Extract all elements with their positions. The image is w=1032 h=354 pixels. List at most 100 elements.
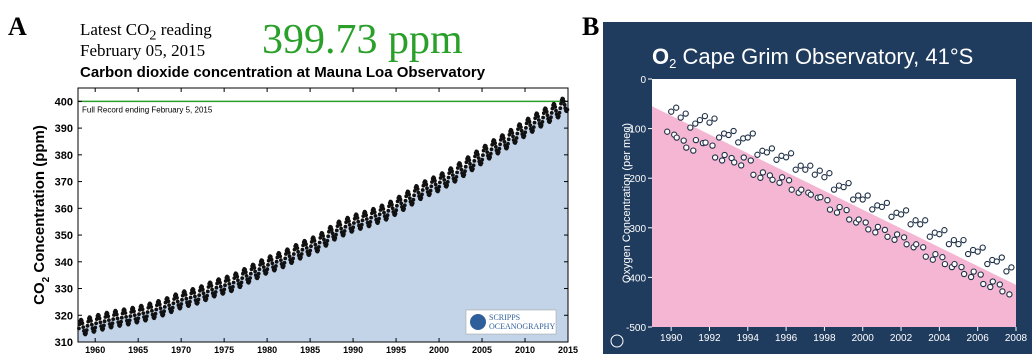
o2-y-tick-label: 0 xyxy=(640,75,646,86)
co2-data-point xyxy=(425,186,429,191)
co2-data-point xyxy=(339,226,343,231)
co2-data-point xyxy=(107,318,111,322)
co2-data-point xyxy=(327,229,331,234)
co2-data-point xyxy=(545,113,550,118)
o2-data-point xyxy=(1006,291,1013,298)
co2-data-point xyxy=(334,228,339,233)
co2-data-point xyxy=(416,190,421,195)
co2-data-point xyxy=(180,297,184,302)
co2-data-point xyxy=(360,218,365,223)
o2-y-tick-label: -400 xyxy=(626,273,646,284)
o2-data-point xyxy=(740,154,747,161)
co2-data-point xyxy=(497,146,502,151)
co2-data-point xyxy=(428,192,432,196)
co2-data-point xyxy=(205,293,210,298)
o2-data-point xyxy=(738,162,745,169)
co2-data-point xyxy=(167,303,172,307)
co2-data-point xyxy=(97,316,102,321)
co2-data-point xyxy=(485,150,490,155)
co2-data-point xyxy=(256,275,260,279)
co2-data-point xyxy=(137,312,141,316)
o2-data-point xyxy=(878,203,886,211)
co2-data-point xyxy=(356,219,361,224)
o2-y-tick-label: -300 xyxy=(626,224,646,235)
co2-x-tick-label: 1990 xyxy=(343,345,363,354)
co2-data-point xyxy=(515,131,520,136)
o2-data-point xyxy=(902,207,910,214)
co2-data-point xyxy=(270,261,275,266)
o2-data-point xyxy=(773,156,780,163)
co2-data-point xyxy=(350,228,355,233)
co2-data-point xyxy=(188,299,192,304)
co2-data-point xyxy=(274,259,279,264)
o2-data-point xyxy=(664,128,671,135)
o2-y-tick-label: -100 xyxy=(626,125,646,136)
co2-data-point xyxy=(510,131,515,135)
co2-data-point xyxy=(355,216,360,220)
co2-data-point xyxy=(506,137,511,142)
co2-data-point xyxy=(135,319,140,324)
co2-data-point xyxy=(243,270,248,275)
o2-data-point xyxy=(977,271,984,278)
co2-data-point xyxy=(301,243,305,248)
co2-data-point xyxy=(541,111,546,115)
co2-data-point xyxy=(385,216,389,221)
latest-reading-label: Latest CO2 reading xyxy=(80,20,212,45)
co2-data-point xyxy=(195,300,200,305)
co2-data-point xyxy=(528,123,533,128)
co2-data-point xyxy=(136,316,141,321)
o2-data-point xyxy=(859,196,866,203)
co2-data-point xyxy=(369,215,373,220)
co2-data-point xyxy=(266,263,270,267)
o2-data-point xyxy=(926,233,933,240)
co2-data-point xyxy=(249,267,254,272)
co2-data-point xyxy=(412,189,417,193)
co2-data-point xyxy=(248,271,253,276)
co2-data-point xyxy=(264,270,269,275)
o2-data-point xyxy=(776,179,783,186)
o2-data-point xyxy=(807,191,814,198)
co2-data-point xyxy=(275,255,280,260)
o2-data-point xyxy=(778,174,786,181)
co2-data-point xyxy=(479,161,484,165)
co2-data-point xyxy=(171,301,176,306)
co2-data-point xyxy=(505,145,510,150)
o2-data-point xyxy=(749,130,756,137)
co2-data-point xyxy=(187,302,192,307)
o2-data-point xyxy=(766,172,774,179)
co2-y-tick-label: 400 xyxy=(55,96,73,108)
co2-data-point xyxy=(424,182,429,187)
co2-y-label-co: CO xyxy=(31,282,48,305)
co2-data-point xyxy=(273,267,277,272)
o2-data-point xyxy=(945,240,953,248)
co2-data-point xyxy=(326,234,331,239)
co2-data-point xyxy=(532,120,537,125)
co2-data-point xyxy=(317,240,322,245)
co2-data-point xyxy=(421,183,426,188)
o2-data-point xyxy=(826,206,834,213)
co2-data-point xyxy=(476,156,481,160)
co2-data-point xyxy=(128,314,133,318)
co2-data-point xyxy=(172,297,177,301)
co2-data-point xyxy=(162,305,167,309)
co2-data-point xyxy=(204,297,209,301)
o2-x-tick-label: 1990 xyxy=(660,333,683,344)
co2-data-point xyxy=(372,210,377,215)
co2-data-point xyxy=(295,246,300,251)
co2-data-point xyxy=(476,152,480,157)
o2-data-point xyxy=(802,166,809,173)
co2-data-point xyxy=(419,195,424,200)
co2-data-point xyxy=(450,173,455,177)
co2-data-point xyxy=(347,222,352,227)
co2-annotation: Full Record ending February 5, 2015 xyxy=(82,105,213,114)
o2-data-point xyxy=(840,183,847,191)
co2-data-point xyxy=(265,267,270,272)
co2-data-point xyxy=(420,188,425,192)
co2-data-point xyxy=(213,293,217,298)
co2-data-point xyxy=(433,178,437,183)
co2-data-point xyxy=(313,242,318,247)
co2-data-point xyxy=(468,161,472,166)
co2-data-point xyxy=(489,147,494,152)
o2-data-point xyxy=(881,226,889,234)
o2-data-point xyxy=(846,216,853,223)
